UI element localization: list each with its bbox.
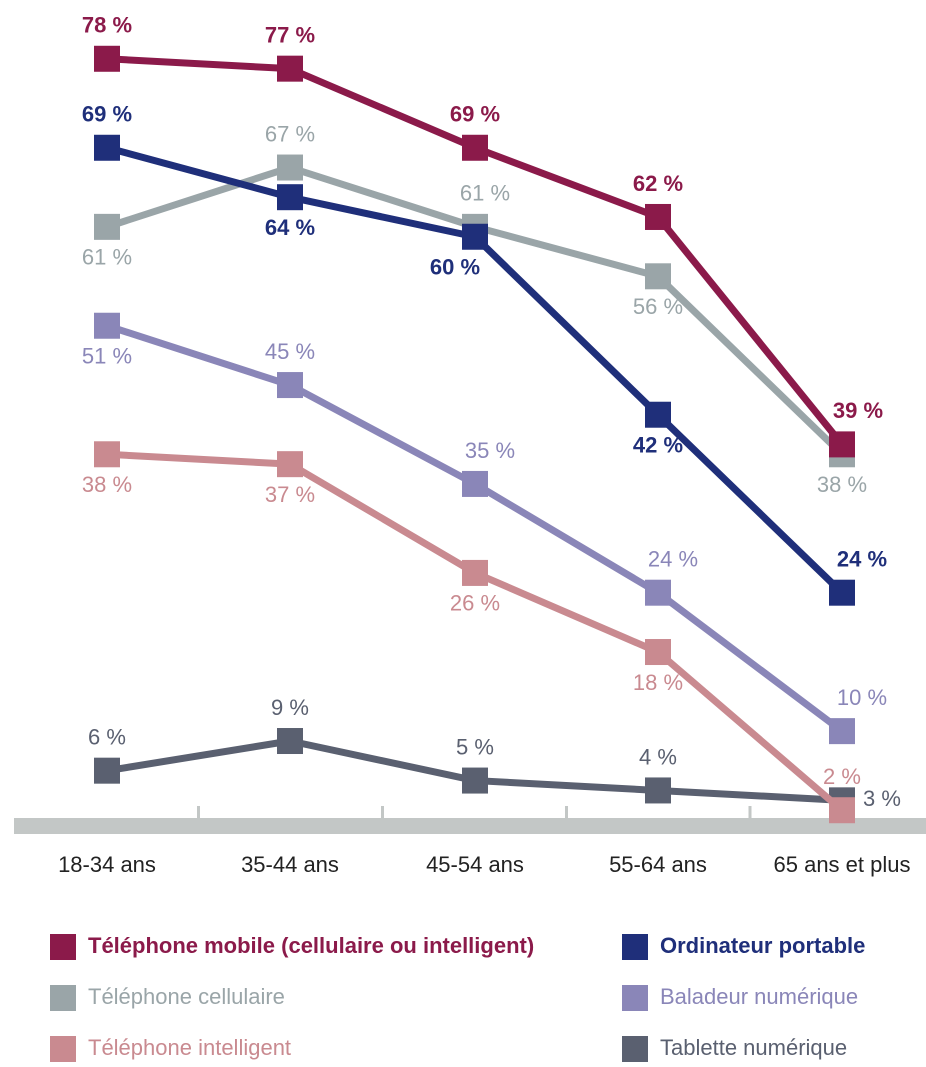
data-label: 38 % (817, 472, 867, 497)
point-marker (645, 203, 671, 230)
legend-label: Téléphone mobile (cellulaire ou intellig… (88, 933, 534, 958)
data-label: 67 % (265, 121, 315, 146)
data-label: 35 % (465, 438, 515, 463)
data-label: 69 % (82, 102, 132, 127)
point-marker (462, 223, 488, 250)
point-marker (645, 263, 671, 290)
legend-swatch (622, 934, 648, 960)
data-label: 37 % (265, 482, 315, 507)
point-marker (462, 767, 488, 794)
data-label: 61 % (460, 181, 510, 206)
data-label: 26 % (450, 591, 500, 616)
legend-swatch (50, 1036, 76, 1062)
point-marker (277, 184, 303, 211)
data-label: 64 % (265, 215, 315, 240)
point-marker (829, 797, 855, 824)
point-marker (829, 718, 855, 745)
data-label: 4 % (639, 744, 677, 769)
data-label: 10 % (837, 685, 887, 710)
point-marker (277, 728, 303, 755)
x-axis-bar (14, 818, 926, 834)
data-label: 78 % (82, 13, 132, 38)
data-label: 9 % (271, 695, 309, 720)
data-label: 18 % (633, 670, 683, 695)
point-marker (94, 45, 120, 72)
point-marker (645, 639, 671, 666)
point-marker (462, 559, 488, 586)
point-marker (94, 312, 120, 339)
data-label: 24 % (837, 547, 887, 572)
point-marker (277, 372, 303, 399)
x-tick-label: 35-44 ans (241, 852, 339, 877)
point-marker (94, 757, 120, 784)
data-label: 51 % (82, 344, 132, 369)
data-label: 38 % (82, 472, 132, 497)
data-label: 3 % (863, 786, 901, 811)
data-label: 42 % (633, 433, 683, 458)
data-label: 61 % (82, 245, 132, 270)
point-marker (94, 441, 120, 468)
data-label: 2 % (823, 764, 861, 789)
point-marker (277, 55, 303, 82)
data-label: 77 % (265, 22, 315, 47)
legend-swatch (50, 985, 76, 1011)
point-marker (645, 579, 671, 606)
point-marker (462, 134, 488, 161)
legend-label: Ordinateur portable (660, 933, 865, 958)
data-label: 69 % (450, 102, 500, 127)
point-marker (94, 213, 120, 240)
data-label: 56 % (633, 294, 683, 319)
legend-label: Téléphone intelligent (88, 1035, 291, 1060)
x-tick-label: 65 ans et plus (774, 852, 911, 877)
data-label: 62 % (633, 171, 683, 196)
legend-swatch (50, 934, 76, 960)
point-marker (277, 154, 303, 181)
x-tick-label: 55-64 ans (609, 852, 707, 877)
data-label: 24 % (648, 547, 698, 572)
point-marker (645, 401, 671, 428)
data-label: 39 % (833, 398, 883, 423)
x-tick-label: 45-54 ans (426, 852, 524, 877)
legend-label: Baladeur numérique (660, 984, 858, 1009)
data-label: 5 % (456, 734, 494, 759)
point-marker (829, 431, 855, 458)
point-marker (94, 134, 120, 161)
legend-swatch (622, 985, 648, 1011)
series-line (105, 322, 845, 734)
point-marker (462, 470, 488, 497)
legend-label: Tablette numérique (660, 1035, 847, 1060)
point-marker (829, 579, 855, 606)
legend-label: Téléphone cellulaire (88, 984, 285, 1009)
point-marker (645, 777, 671, 804)
x-tick-label: 18-34 ans (58, 852, 156, 877)
data-label: 60 % (430, 255, 480, 280)
point-marker (277, 451, 303, 478)
legend-swatch (622, 1036, 648, 1062)
data-label: 45 % (265, 339, 315, 364)
data-label: 6 % (88, 724, 126, 749)
